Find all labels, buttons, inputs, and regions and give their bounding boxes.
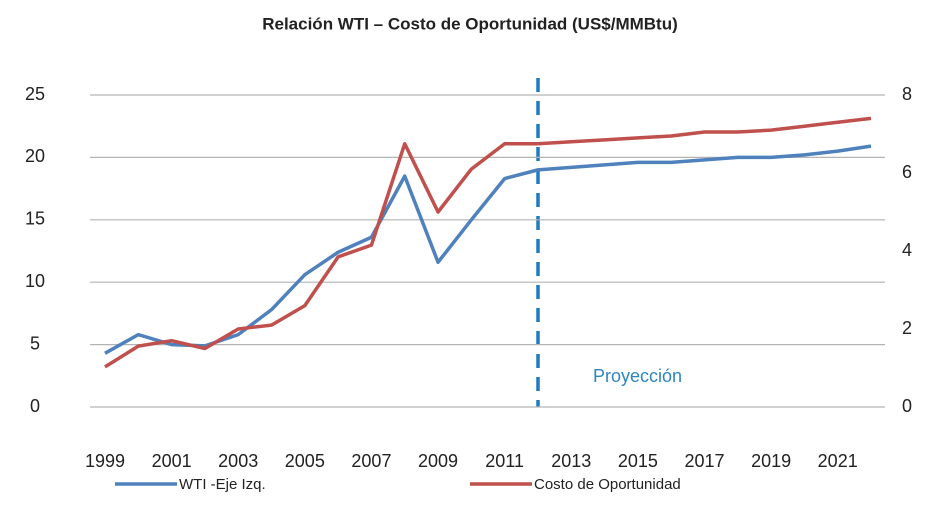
legend-label: WTI -Eje Izq. xyxy=(179,476,266,493)
series-line xyxy=(104,116,872,369)
y2-tick-label: 0 xyxy=(902,396,912,416)
x-tick-label: 2005 xyxy=(285,451,325,471)
y-tick-label: 20 xyxy=(25,146,45,166)
y2-tick-label: 8 xyxy=(902,84,912,104)
annotation: Proyección xyxy=(593,366,682,386)
y-tick-label: 15 xyxy=(25,209,45,229)
series-line xyxy=(104,144,872,355)
x-tick-label: 2003 xyxy=(218,451,258,471)
x-tick-label: 2009 xyxy=(418,451,458,471)
y2-tick-label: 4 xyxy=(902,240,912,260)
x-tick-label: 2021 xyxy=(818,451,858,471)
x-tick-label: 2017 xyxy=(684,451,724,471)
chart-title: Relación WTI – Costo de Oportunidad (US$… xyxy=(262,14,678,33)
x-tick-label: 1999 xyxy=(85,451,125,471)
y-tick-label: 25 xyxy=(25,84,45,104)
y-tick-label: 0 xyxy=(30,396,40,416)
x-tick-label: 2011 xyxy=(485,451,524,471)
y-tick-label: 5 xyxy=(30,333,40,353)
y2-tick-label: 6 xyxy=(902,162,912,182)
x-tick-label: 2015 xyxy=(618,451,658,471)
y2-tick-label: 2 xyxy=(902,318,912,338)
x-tick-label: 2007 xyxy=(351,451,391,471)
y-tick-label: 10 xyxy=(25,271,45,291)
x-tick-label: 2013 xyxy=(551,451,591,471)
x-tick-label: 2019 xyxy=(751,451,791,471)
x-tick-label: 2001 xyxy=(152,451,192,471)
legend-label: Costo de Oportunidad xyxy=(534,476,681,493)
